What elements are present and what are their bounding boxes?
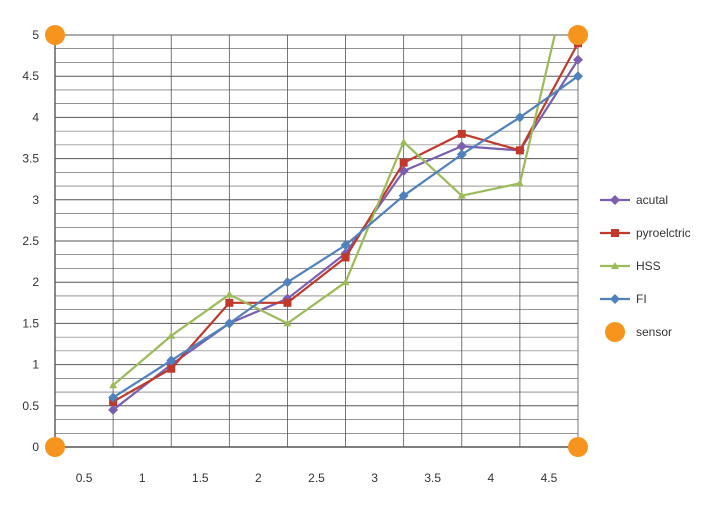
data-point [166, 355, 177, 366]
data-point [398, 190, 409, 201]
data-point [108, 404, 119, 415]
axis-labels: 0.5 1 1.5 2 2.5 3 3.5 4 4.5 0 0.5 1 1.5 2 2.5 3 3.5 4 4.5 5 [22, 28, 557, 485]
sensor-marker [45, 25, 65, 45]
legend-sensor-marker [605, 322, 625, 342]
data-point [282, 277, 293, 288]
data-point [224, 318, 235, 329]
data-point [109, 381, 118, 389]
x-tick-label: 2 [255, 471, 262, 485]
y-tick-label: 0 [32, 440, 39, 454]
x-tick-label: 1 [139, 471, 146, 485]
y-tick-label: 0.5 [22, 399, 39, 413]
data-point [399, 138, 408, 146]
sensor-marker [45, 437, 65, 457]
legend-marker [610, 294, 620, 304]
y-tick-label: 4 [32, 110, 39, 124]
data-point [283, 319, 292, 327]
grid-layer [54, 34, 579, 448]
data-point [514, 112, 525, 123]
legend-label: pyroelctric [636, 226, 691, 240]
data-point [225, 298, 234, 307]
data-point [225, 290, 234, 298]
data-point [573, 54, 583, 65]
y-tick-label: 5 [32, 28, 39, 42]
data-point [167, 364, 176, 373]
data-point [340, 240, 351, 251]
legend-marker [611, 229, 619, 237]
y-tick-label: 4.5 [22, 69, 39, 83]
data-point [108, 392, 119, 403]
x-tick-label: 2.5 [308, 471, 325, 485]
legend-label: sensor [636, 325, 672, 339]
x-tick-label: 1.5 [192, 471, 209, 485]
data-point [456, 149, 467, 160]
x-tick-label: 4.5 [541, 471, 558, 485]
data-point [341, 253, 350, 262]
sensor-layer [45, 25, 588, 457]
legend-label: FI [636, 292, 647, 306]
y-tick-label: 1.5 [22, 316, 39, 330]
data-point [573, 71, 583, 82]
data-point [399, 158, 408, 167]
data-point [457, 129, 466, 138]
x-tick-label: 4 [487, 471, 494, 485]
data-point [456, 141, 467, 152]
y-tick-label: 2 [32, 275, 39, 289]
legend-label: HSS [636, 259, 661, 273]
data-point [167, 331, 176, 339]
data-point [341, 278, 350, 286]
x-tick-label: 3.5 [424, 471, 441, 485]
y-tick-label: 3 [32, 193, 39, 207]
data-point [515, 146, 524, 155]
data-point [283, 298, 292, 307]
y-tick-label: 3.5 [22, 152, 39, 166]
series-layer [108, 34, 583, 415]
y-tick-label: 2.5 [22, 234, 39, 248]
x-tick-label: 3 [371, 471, 378, 485]
sensor-marker [568, 25, 588, 45]
sensor-marker [568, 437, 588, 457]
legend-label: acutal [636, 193, 668, 207]
data-point [457, 191, 466, 199]
data-point [515, 179, 524, 187]
x-tick-label: 0.5 [76, 471, 93, 485]
legend: acutal pyroelctric HSS FI sensor [600, 193, 691, 342]
y-tick-label: 1 [32, 358, 39, 372]
legend-marker [611, 262, 619, 269]
legend-marker [610, 195, 620, 205]
